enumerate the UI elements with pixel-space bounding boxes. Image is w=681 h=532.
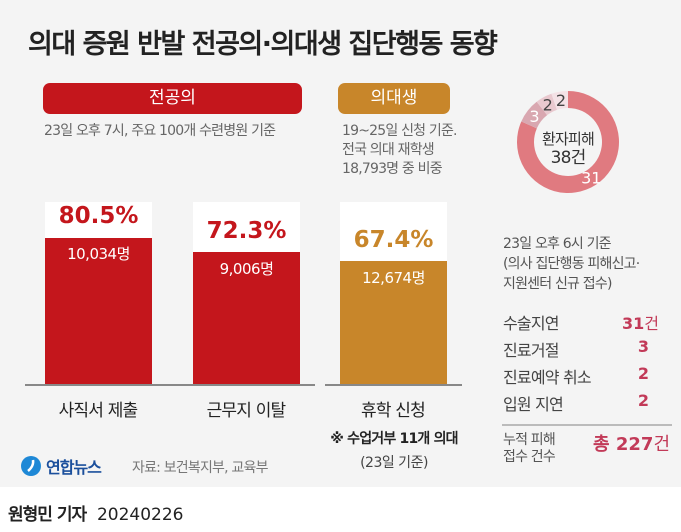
students-note-line: 19~25일 신청 기준. — [342, 123, 458, 139]
donut-slice-label: 2 — [543, 96, 553, 115]
harm-row-value: 3 — [638, 337, 649, 356]
harm-row: 진료거절 3 — [503, 337, 673, 364]
category-label: 근무지 이탈 — [206, 401, 287, 421]
harm-row-value: 2 — [638, 364, 649, 383]
source: 자료: 보건복지부, 교육부 — [132, 460, 268, 476]
donut-slice-label: 3 — [529, 107, 539, 126]
harm-row-label: 수술지연 — [503, 314, 559, 333]
harm-row-value: 31건 — [622, 310, 659, 334]
byline: 원형민 기자 20240226 — [8, 500, 183, 525]
category-label: 휴학 신청 — [361, 401, 426, 421]
students-footnote-date: (23일 기준) — [360, 455, 428, 471]
total-label-line: 누적 피해 — [503, 432, 556, 448]
page-title: 의대 증원 반발 전공의·의대생 집단행동 동향 — [28, 29, 498, 60]
harm-row-label: 진료거절 — [503, 341, 559, 360]
donut-slice — [551, 91, 568, 110]
residents-note: 23일 오후 7시, 주요 100개 수련병원 기준 — [44, 123, 276, 139]
bar-track: 67.4% 12,674명 — [340, 202, 447, 384]
total-label: 누적 피해 접수 건수 — [503, 432, 556, 466]
students-footnote: ※ 수업거부 11개 의대 — [330, 431, 458, 447]
bar-track: 72.3% 9,006명 — [193, 202, 300, 384]
bar — [45, 237, 152, 384]
harm-row: 진료예약 취소 2 — [503, 364, 673, 391]
divider — [502, 424, 672, 426]
students-note-line: 18,793명 중 비중 — [342, 161, 443, 177]
category-label: 사직서 제출 — [58, 401, 139, 421]
bar — [193, 252, 300, 384]
axis-line — [25, 384, 315, 386]
reporter: 원형민 기자 — [8, 505, 87, 525]
bar-count-label: 9,006명 — [219, 260, 274, 279]
harm-row-label: 진료예약 취소 — [503, 368, 592, 387]
harm-row-unit: 건 — [644, 314, 659, 333]
harm-row-number: 31 — [622, 314, 645, 333]
bar-value-label: 72.3% — [206, 218, 287, 245]
students-note-line: 전국 의대 재학생 — [342, 142, 435, 158]
patient-harm-donut: 31 32 2 — [517, 91, 619, 193]
harm-row-label: 입원 지연 — [503, 395, 564, 414]
donut-center-value: 38건 — [550, 148, 587, 168]
harm-row-number: 3 — [637, 337, 649, 356]
harm-row-number: 2 — [637, 391, 649, 410]
bar — [340, 261, 447, 384]
total-number: 227 — [615, 434, 654, 455]
donut-center-label: 환자피해 — [541, 130, 595, 148]
donut-slice — [517, 91, 619, 193]
donut-slice — [521, 101, 548, 129]
students-header: 의대생 — [338, 83, 450, 114]
total-value: 총 227건 — [580, 430, 670, 456]
logo-text: 연합뉴스 — [46, 458, 102, 477]
bar-value-label: 80.5% — [58, 203, 139, 230]
total-unit: 건 — [653, 434, 670, 455]
harm-row: 입원 지연 2 — [503, 391, 673, 418]
bar-value-label: 67.4% — [353, 227, 434, 254]
bar-count-label: 12,674명 — [362, 269, 425, 288]
donut-center: 환자피해 38건 — [528, 130, 608, 168]
patient-note-line: 지원센터 신규 접수) — [503, 276, 612, 292]
date: 20240226 — [96, 505, 184, 525]
harm-row-value: 2 — [638, 391, 649, 410]
harm-row-number: 2 — [637, 364, 649, 383]
donut-slice — [536, 93, 557, 116]
patient-note-line: 23일 오후 6시 기준 — [503, 236, 612, 252]
bar-count-label: 10,034명 — [67, 245, 130, 264]
patient-note: 23일 오후 6시 기준 (의사 집단행동 피해신고· 지원센터 신규 접수) — [503, 234, 640, 294]
logo: 연합뉴스 — [20, 454, 102, 478]
students-note: 19~25일 신청 기준. 전국 의대 재학생 18,793명 중 비중 — [342, 122, 458, 179]
axis-line — [325, 384, 462, 386]
bar-track: 80.5% 10,034명 — [45, 202, 152, 384]
residents-header: 전공의 — [43, 83, 302, 114]
patient-note-line: (의사 집단행동 피해신고· — [503, 256, 640, 272]
donut-slice-label: 2 — [556, 91, 566, 110]
donut-slice-label: 31 — [581, 169, 601, 188]
total-prefix: 총 — [593, 434, 610, 455]
harm-row: 수술지연 31건 — [503, 310, 673, 337]
yonhap-logo-icon — [21, 456, 41, 476]
total-label-line: 접수 건수 — [503, 449, 556, 465]
